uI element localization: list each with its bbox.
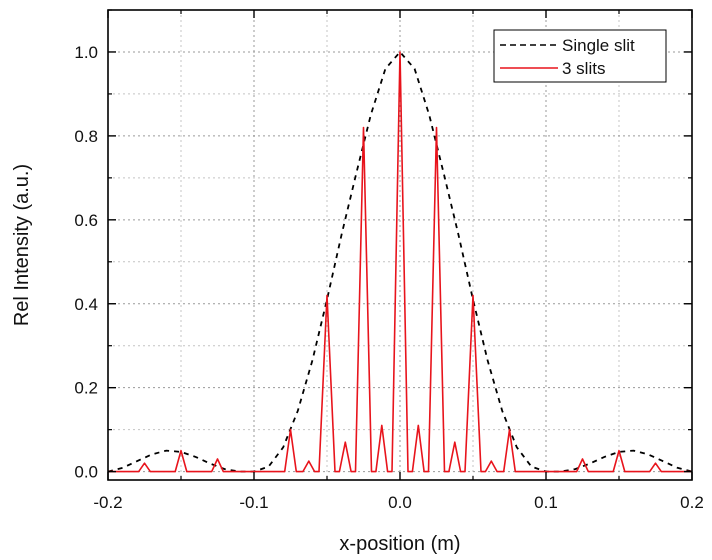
x-tick-label: -0.2 — [93, 493, 122, 512]
x-tick-label: 0.2 — [680, 493, 704, 512]
series-3-slits-line — [108, 51, 692, 473]
y-tick-label: 0.4 — [74, 295, 98, 314]
y-tick-label: 0.2 — [74, 379, 98, 398]
axis-ticks: -0.2 -0.1 0.0 0.1 0.2 0.0 0.2 0.4 0.6 0.8 1.0 — [74, 9, 704, 512]
x-tick-label: 0.1 — [534, 493, 558, 512]
y-tick-label: 0.8 — [74, 127, 98, 146]
legend-label-single-slit: Single slit — [562, 36, 635, 55]
legend-label-3-slits: 3 slits — [562, 59, 605, 78]
y-axis-label: Rel Intensity (a.u.) — [11, 164, 33, 326]
legend: Single slit 3 slits — [493, 29, 667, 83]
y-tick-label: 0.6 — [74, 211, 98, 230]
x-axis-label: x-position (m) — [339, 533, 460, 555]
y-tick-label: 0.0 — [74, 463, 98, 482]
x-tick-label: -0.1 — [239, 493, 268, 512]
y-tick-label: 1.0 — [74, 43, 98, 62]
x-tick-label: 0.0 — [388, 493, 412, 512]
plot-area — [107, 50, 693, 473]
legend-box — [493, 29, 667, 83]
series-single-slit-line — [107, 50, 693, 473]
